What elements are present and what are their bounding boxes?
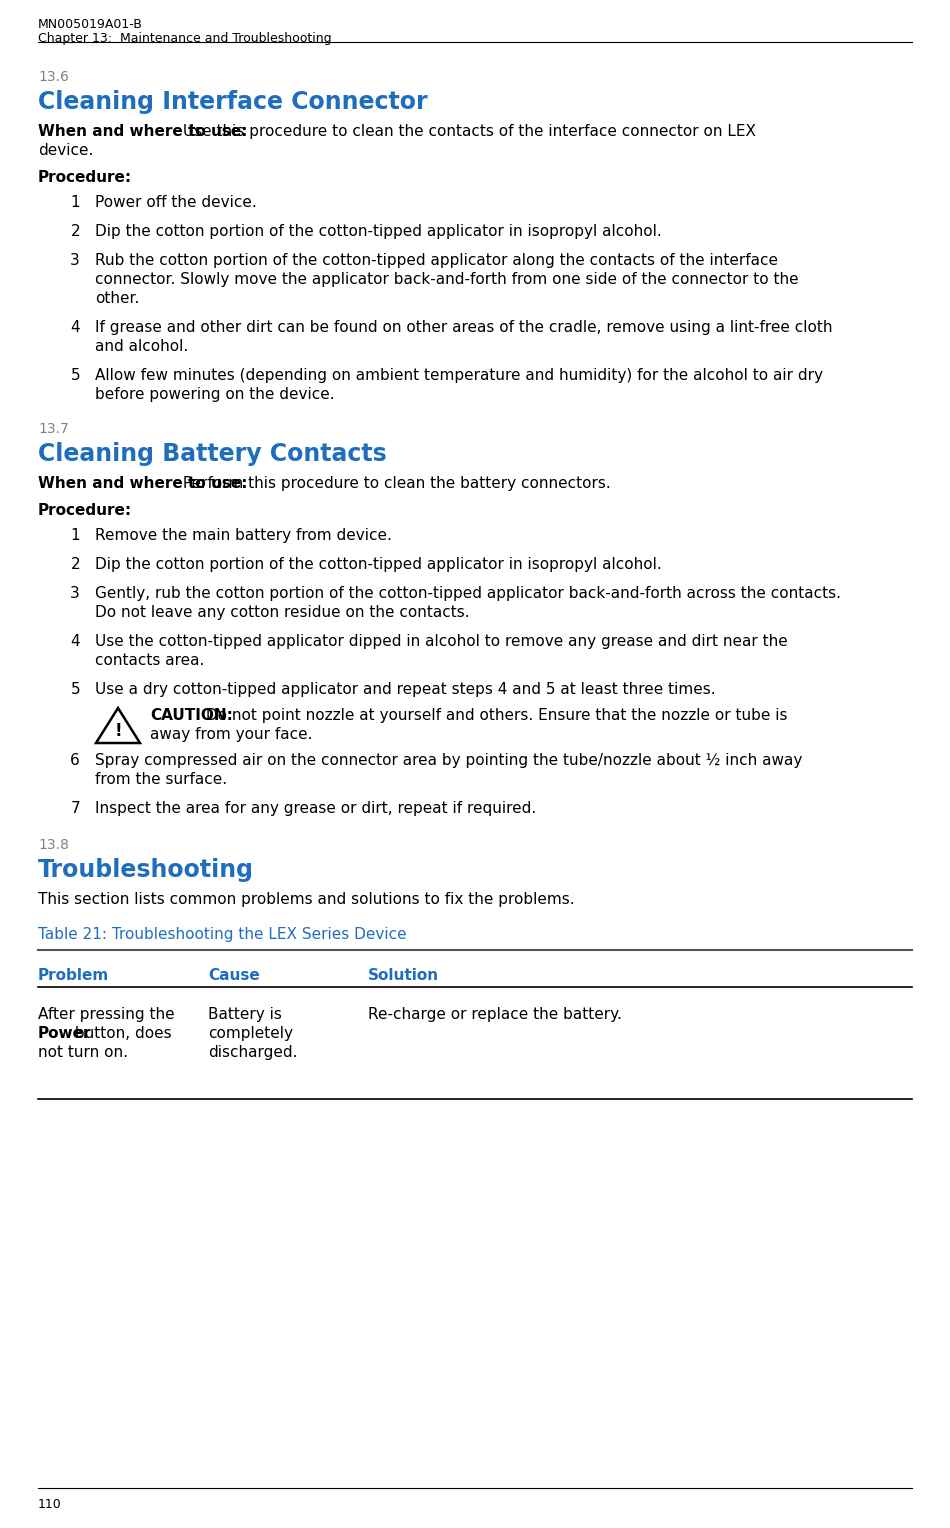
Text: 5: 5: [70, 368, 80, 384]
Text: Rub the cotton portion of the cotton-tipped applicator along the contacts of the: Rub the cotton portion of the cotton-tip…: [95, 254, 778, 267]
Text: 110: 110: [38, 1497, 62, 1511]
Text: Gently, rub the cotton portion of the cotton-tipped applicator back-and-forth ac: Gently, rub the cotton portion of the co…: [95, 587, 841, 601]
Text: Use a dry cotton-tipped applicator and repeat steps 4 and 5 at least three times: Use a dry cotton-tipped applicator and r…: [95, 681, 715, 697]
Text: from the surface.: from the surface.: [95, 772, 227, 787]
Text: 6: 6: [70, 753, 80, 769]
Text: Do not leave any cotton residue on the contacts.: Do not leave any cotton residue on the c…: [95, 605, 469, 620]
Text: 5: 5: [70, 681, 80, 697]
Text: Re-charge or replace the battery.: Re-charge or replace the battery.: [368, 1007, 622, 1022]
Text: 1: 1: [70, 196, 80, 209]
Text: 1: 1: [70, 529, 80, 542]
Text: Do not point nozzle at yourself and others. Ensure that the nozzle or tube is: Do not point nozzle at yourself and othe…: [200, 707, 788, 723]
Text: Procedure:: Procedure:: [38, 503, 132, 518]
Text: When and where to use:: When and where to use:: [38, 477, 248, 490]
Text: Battery is: Battery is: [208, 1007, 282, 1022]
Text: before powering on the device.: before powering on the device.: [95, 387, 334, 402]
Text: Use the cotton-tipped applicator dipped in alcohol to remove any grease and dirt: Use the cotton-tipped applicator dipped …: [95, 634, 788, 649]
Text: Procedure:: Procedure:: [38, 170, 132, 185]
Text: Cleaning Interface Connector: Cleaning Interface Connector: [38, 90, 428, 115]
Text: If grease and other dirt can be found on other areas of the cradle, remove using: If grease and other dirt can be found on…: [95, 319, 832, 335]
Text: away from your face.: away from your face.: [150, 727, 313, 743]
Text: !: !: [114, 723, 122, 741]
Text: Chapter 13:  Maintenance and Troubleshooting: Chapter 13: Maintenance and Troubleshoot…: [38, 32, 332, 44]
Text: 13.6: 13.6: [38, 70, 68, 84]
Text: Dip the cotton portion of the cotton-tipped applicator in isopropyl alcohol.: Dip the cotton portion of the cotton-tip…: [95, 225, 662, 238]
Text: connector. Slowly move the applicator back-and-forth from one side of the connec: connector. Slowly move the applicator ba…: [95, 272, 799, 287]
Text: Problem: Problem: [38, 969, 109, 983]
Text: device.: device.: [38, 144, 93, 157]
Text: CAUTION:: CAUTION:: [150, 707, 233, 723]
Text: When and where to use:: When and where to use:: [38, 124, 248, 139]
Text: Power: Power: [38, 1025, 91, 1041]
Text: not turn on.: not turn on.: [38, 1045, 128, 1060]
Text: 3: 3: [70, 587, 80, 601]
Text: completely: completely: [208, 1025, 293, 1041]
Text: After pressing the: After pressing the: [38, 1007, 175, 1022]
Text: Remove the main battery from device.: Remove the main battery from device.: [95, 529, 391, 542]
Text: button, does: button, does: [69, 1025, 171, 1041]
Text: and alcohol.: and alcohol.: [95, 339, 188, 354]
Text: This section lists common problems and solutions to fix the problems.: This section lists common problems and s…: [38, 892, 575, 908]
Text: Troubleshooting: Troubleshooting: [38, 859, 254, 882]
Text: Perform this procedure to clean the battery connectors.: Perform this procedure to clean the batt…: [178, 477, 611, 490]
Text: Cleaning Battery Contacts: Cleaning Battery Contacts: [38, 442, 387, 466]
Text: Table 21: Troubleshooting the LEX Series Device: Table 21: Troubleshooting the LEX Series…: [38, 927, 407, 941]
Text: 4: 4: [70, 634, 80, 649]
Text: Dip the cotton portion of the cotton-tipped applicator in isopropyl alcohol.: Dip the cotton portion of the cotton-tip…: [95, 558, 662, 571]
Text: other.: other.: [95, 290, 140, 306]
Text: 7: 7: [70, 801, 80, 816]
Text: 2: 2: [70, 225, 80, 238]
Text: 13.7: 13.7: [38, 422, 68, 435]
Text: 2: 2: [70, 558, 80, 571]
Text: Spray compressed air on the connector area by pointing the tube/nozzle about ½ i: Spray compressed air on the connector ar…: [95, 753, 803, 769]
Text: contacts area.: contacts area.: [95, 652, 204, 668]
Text: Solution: Solution: [368, 969, 439, 983]
Text: Use this procedure to clean the contacts of the interface connector on LEX: Use this procedure to clean the contacts…: [178, 124, 755, 139]
Text: MN005019A01-B: MN005019A01-B: [38, 18, 142, 31]
Text: Allow few minutes (depending on ambient temperature and humidity) for the alcoho: Allow few minutes (depending on ambient …: [95, 368, 823, 384]
Text: 13.8: 13.8: [38, 837, 68, 853]
Text: discharged.: discharged.: [208, 1045, 297, 1060]
Text: 4: 4: [70, 319, 80, 335]
Text: 3: 3: [70, 254, 80, 267]
Text: Inspect the area for any grease or dirt, repeat if required.: Inspect the area for any grease or dirt,…: [95, 801, 536, 816]
Text: Power off the device.: Power off the device.: [95, 196, 256, 209]
Text: Cause: Cause: [208, 969, 259, 983]
